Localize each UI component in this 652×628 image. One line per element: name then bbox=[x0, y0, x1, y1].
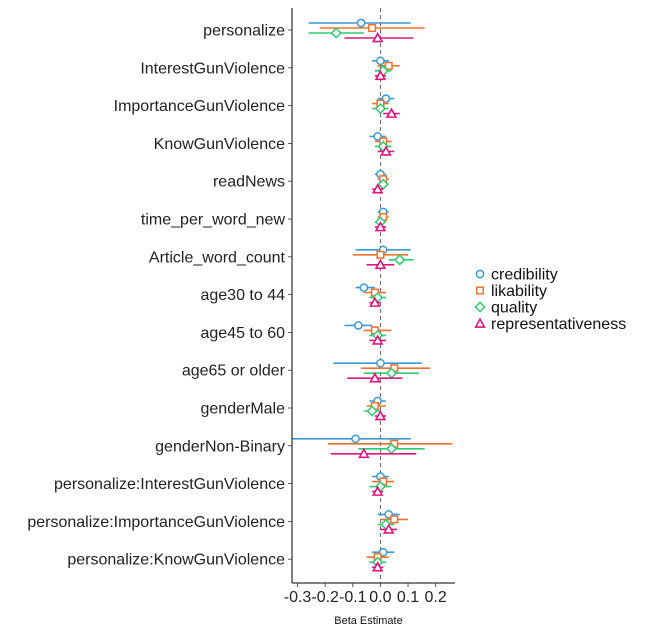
legend-label: credibility bbox=[491, 267, 558, 284]
point-credibility bbox=[351, 434, 360, 444]
series-representativeness bbox=[330, 31, 417, 572]
series-credibility bbox=[292, 18, 422, 557]
point-likability bbox=[376, 250, 385, 259]
point-representativeness bbox=[371, 561, 384, 572]
legend-item-representativeness: representativeness bbox=[474, 316, 626, 333]
point-representativeness bbox=[385, 107, 398, 118]
point-representativeness bbox=[374, 220, 387, 232]
y-tick-label: personalize:ImportanceGunViolence bbox=[27, 514, 285, 531]
point-likability bbox=[390, 515, 399, 524]
legend-label: representativeness bbox=[491, 316, 626, 333]
y-tick-label: personalize:KnowGunViolence bbox=[67, 552, 285, 569]
y-tick-label: genderNon-Binary bbox=[155, 438, 285, 455]
y-tick-label: age65 or older bbox=[182, 363, 286, 380]
x-tick-label: -0.3 bbox=[284, 589, 312, 606]
point-representativeness bbox=[369, 372, 381, 383]
legend-item-likability: likability bbox=[475, 283, 547, 300]
point-representativeness bbox=[358, 447, 370, 459]
legend-key-quality bbox=[474, 301, 486, 313]
y-tick-label: personalize bbox=[203, 23, 285, 40]
point-representativeness bbox=[374, 258, 387, 270]
y-tick-label: age45 to 60 bbox=[200, 325, 285, 342]
legend-key-representativeness bbox=[474, 317, 486, 328]
x-tick-label: -0.2 bbox=[311, 589, 339, 606]
point-quality bbox=[394, 254, 406, 266]
legend-item-credibility: credibility bbox=[475, 267, 558, 284]
x-axis-title: Beta Estimate bbox=[334, 615, 402, 627]
point-quality bbox=[330, 27, 342, 39]
x-tick-label: -0.1 bbox=[339, 589, 367, 606]
point-representativeness bbox=[374, 409, 387, 421]
y-tick-label: KnowGunViolence bbox=[154, 136, 285, 153]
point-credibility bbox=[353, 321, 363, 330]
point-likability bbox=[384, 61, 393, 70]
point-representativeness bbox=[371, 183, 384, 194]
point-credibility bbox=[376, 358, 385, 368]
y-tick-label: personalize:InterestGunViolence bbox=[54, 476, 285, 493]
point-likability bbox=[368, 23, 377, 33]
y-tick-label: InterestGunViolence bbox=[140, 60, 285, 77]
point-representativeness bbox=[382, 523, 395, 534]
axes: personalize InterestGunViolence Importance… bbox=[27, 8, 455, 606]
point-quality bbox=[374, 102, 387, 115]
legend-item-quality: quality bbox=[474, 300, 537, 317]
legend-label: quality bbox=[491, 300, 537, 317]
point-representativeness bbox=[380, 145, 392, 156]
point-representativeness bbox=[374, 69, 387, 81]
point-credibility bbox=[359, 283, 369, 292]
point-representativeness bbox=[371, 334, 384, 345]
point-quality bbox=[366, 405, 378, 417]
legend-key-credibility bbox=[475, 269, 485, 279]
series-likability bbox=[319, 23, 453, 562]
legend-key-likability bbox=[475, 286, 485, 295]
y-tick-label: time_per_word_new bbox=[141, 212, 286, 229]
legend: credibilitylikabilityqualityrepresentati… bbox=[474, 267, 626, 333]
legend-label: likability bbox=[491, 283, 547, 300]
series-quality bbox=[308, 27, 425, 568]
y-tick-label: genderMale bbox=[201, 401, 286, 418]
y-tick-label: readNews bbox=[213, 174, 285, 191]
x-tick-label: 0.0 bbox=[369, 589, 391, 606]
y-tick-label: ImportanceGunViolence bbox=[114, 98, 285, 115]
x-tick-label: 0.1 bbox=[397, 589, 419, 606]
y-tick-label: age30 to 44 bbox=[200, 287, 285, 304]
point-representativeness bbox=[369, 296, 381, 307]
y-tick-label: Article_word_count bbox=[149, 249, 286, 266]
point-credibility bbox=[376, 56, 385, 66]
point-representativeness bbox=[371, 31, 384, 43]
x-tick-label: 0.2 bbox=[425, 589, 447, 606]
point-credibility bbox=[356, 18, 366, 28]
plot-area bbox=[292, 8, 453, 583]
point-representativeness bbox=[371, 485, 384, 496]
